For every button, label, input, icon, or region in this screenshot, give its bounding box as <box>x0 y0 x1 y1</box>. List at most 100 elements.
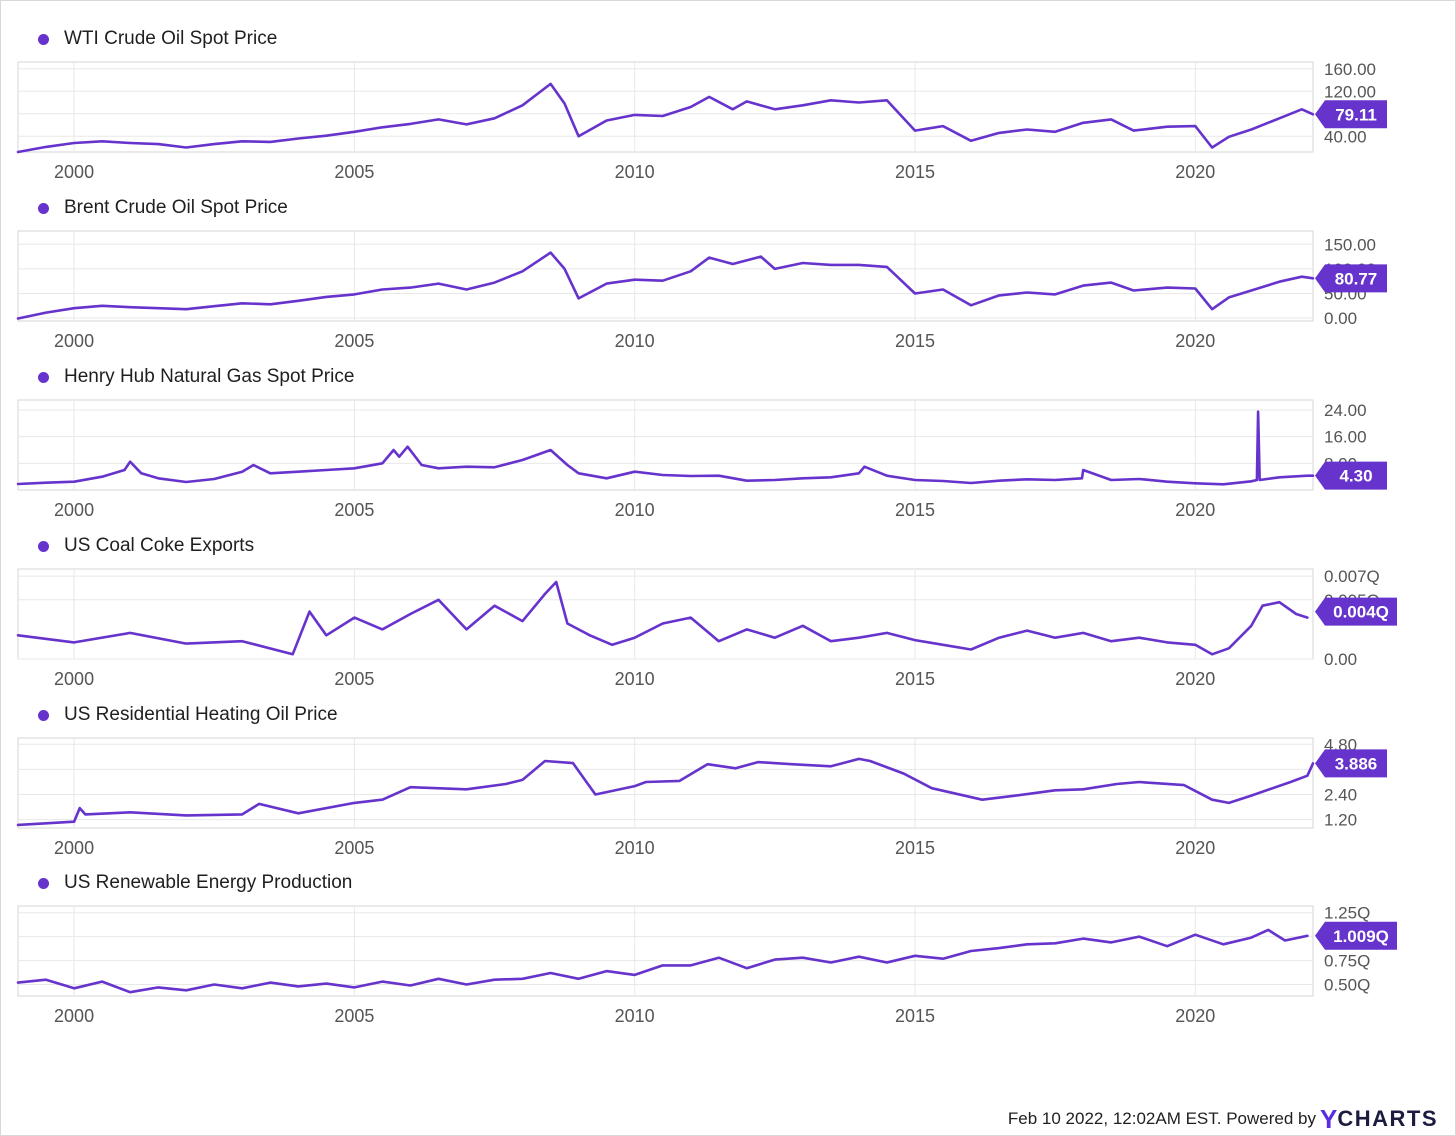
y-tick-label: 150.00 <box>1324 235 1376 254</box>
x-tick-label: 2020 <box>1175 331 1215 351</box>
legend-entry[interactable]: WTI Crude Oil Spot Price <box>38 28 277 50</box>
x-tick-label: 2005 <box>334 331 374 351</box>
legend-label: Brent Crude Oil Spot Price <box>64 197 288 218</box>
badge-background <box>1315 921 1397 950</box>
y-tick-label: 2.40 <box>1324 786 1357 805</box>
x-tick-label: 2010 <box>615 1006 655 1026</box>
chart-panel: Brent Crude Oil Spot Price0.0050.00100.0… <box>0 197 1456 357</box>
last-value-label: 0.004Q <box>1333 603 1389 622</box>
plot-area <box>17 568 1314 660</box>
legend-entry[interactable]: US Renewable Energy Production <box>38 872 352 894</box>
plot-area <box>17 230 1314 322</box>
legend-label: WTI Crude Oil Spot Price <box>64 28 278 49</box>
x-tick-label: 2015 <box>895 1006 935 1026</box>
last-value-label: 3.886 <box>1335 754 1378 773</box>
x-tick-label: 2005 <box>334 500 374 520</box>
line-chart: 0.50Q0.75Q1.00Q1.25Q20002005201020152020… <box>16 904 1397 1026</box>
series-line[interactable] <box>16 580 1309 656</box>
footer-timestamp: Feb 10 2022, 12:02AM EST. Powered by <box>1007 1109 1316 1128</box>
x-tick-label: 2000 <box>54 500 94 520</box>
badge-background <box>1315 264 1387 293</box>
x-tick-label: 2020 <box>1175 162 1215 182</box>
series-line[interactable] <box>16 928 1309 994</box>
y-tick-label: 24.00 <box>1324 401 1367 420</box>
legend-entry[interactable]: US Coal Coke Exports <box>38 535 254 557</box>
y-tick-label: 0.75Q <box>1324 952 1370 971</box>
last-value-badge: 4.30 <box>1315 461 1387 490</box>
chart-panel: US Renewable Energy Production 0.50Q 0.75Q… <box>0 872 1456 1032</box>
x-tick-label: 2020 <box>1175 1006 1215 1026</box>
legend-entry[interactable]: Brent Crude Oil Spot Price <box>38 197 288 219</box>
badge-background <box>1315 100 1387 129</box>
chart-panel: US Residential Heating Oil Price 1.20 2.40… <box>0 704 1456 864</box>
x-tick-label: 2010 <box>615 331 655 351</box>
ycharts-logo-y[interactable]: Y <box>1319 1103 1338 1134</box>
legend-dot-icon <box>38 877 49 889</box>
x-tick-label: 2015 <box>895 331 935 351</box>
line-chart: 40.0080.00120.00160.00200020052010201520… <box>16 60 1387 182</box>
legend-dot-icon <box>38 371 49 383</box>
x-tick-label: 2005 <box>334 1006 374 1026</box>
y-tick-label: 40.00 <box>1324 127 1367 146</box>
last-value-badge: 3.886 <box>1315 749 1387 778</box>
legend-label: Henry Hub Natural Gas Spot Price <box>64 366 355 387</box>
x-tick-label: 2020 <box>1175 500 1215 520</box>
last-value-badge: 1.009Q <box>1315 921 1397 950</box>
x-tick-label: 2015 <box>895 838 935 858</box>
legend-entry[interactable]: Henry Hub Natural Gas Spot Price <box>38 366 354 388</box>
series-line[interactable] <box>16 757 1315 827</box>
series-line[interactable] <box>16 410 1315 486</box>
chart-panel: Henry Hub Natural Gas Spot Price8.0016.0… <box>0 366 1456 526</box>
last-value-label: 79.11 <box>1335 105 1377 124</box>
series-line[interactable] <box>16 251 1315 320</box>
x-tick-label: 2010 <box>615 500 655 520</box>
x-tick-label: 2000 <box>54 1006 94 1026</box>
line-chart: 0.000.005Q0.007Q200020052010201520200.00… <box>16 567 1397 689</box>
x-tick-label: 2020 <box>1175 669 1215 689</box>
y-tick-label: 0.50Q <box>1324 976 1370 995</box>
y-tick-label: 0.007Q <box>1324 567 1380 586</box>
last-value-badge: 79.11 <box>1315 100 1387 129</box>
plot-area <box>17 399 1314 491</box>
x-tick-label: 2010 <box>615 838 655 858</box>
plot-area <box>17 905 1314 997</box>
y-tick-label: 120.00 <box>1324 82 1376 101</box>
y-tick-label: 160.00 <box>1324 60 1376 79</box>
last-value-label: 4.30 <box>1339 467 1372 486</box>
y-tick-label: 1.25Q <box>1324 904 1370 923</box>
legend-dot-icon <box>38 709 49 721</box>
x-tick-label: 2000 <box>54 838 94 858</box>
x-tick-label: 2015 <box>895 500 935 520</box>
legend-dot-icon <box>38 540 49 552</box>
chart-panel: US Coal Coke Exports0.000.005Q0.007Q2000… <box>0 535 1456 695</box>
badge-background <box>1315 597 1397 626</box>
line-chart: 1.202.403.604.80200020052010201520203.88… <box>16 735 1387 858</box>
y-tick-label: 1.20 <box>1324 811 1357 830</box>
x-tick-label: 2015 <box>895 669 935 689</box>
badge-background <box>1315 749 1387 778</box>
y-tick-label: 16.00 <box>1324 428 1367 447</box>
ycharts-logo-text[interactable]: CHARTS <box>1337 1106 1438 1131</box>
badge-background <box>1315 461 1387 490</box>
y-tick-label: 0.00 <box>1324 309 1357 328</box>
last-value-label: 80.77 <box>1335 269 1378 288</box>
x-tick-label: 2000 <box>54 331 94 351</box>
plot-area <box>17 737 1314 829</box>
legend-dot-icon <box>38 202 49 214</box>
series-line[interactable] <box>16 82 1315 154</box>
x-tick-label: 2005 <box>334 162 374 182</box>
x-tick-label: 2010 <box>615 162 655 182</box>
x-tick-label: 2015 <box>895 162 935 182</box>
plot-area <box>17 61 1314 153</box>
legend-label: US Coal Coke Exports <box>64 535 255 556</box>
x-tick-label: 2020 <box>1175 838 1215 858</box>
last-value-badge: 0.004Q <box>1315 597 1397 626</box>
y-tick-label: 0.00 <box>1324 650 1357 669</box>
x-tick-label: 2000 <box>54 162 94 182</box>
x-tick-label: 2010 <box>615 669 655 689</box>
x-tick-label: 2005 <box>334 838 374 858</box>
legend-entry[interactable]: US Residential Heating Oil Price <box>38 704 338 726</box>
line-chart: 0.0050.00100.00150.002000200520102015202… <box>16 230 1387 351</box>
x-tick-label: 2005 <box>334 669 374 689</box>
